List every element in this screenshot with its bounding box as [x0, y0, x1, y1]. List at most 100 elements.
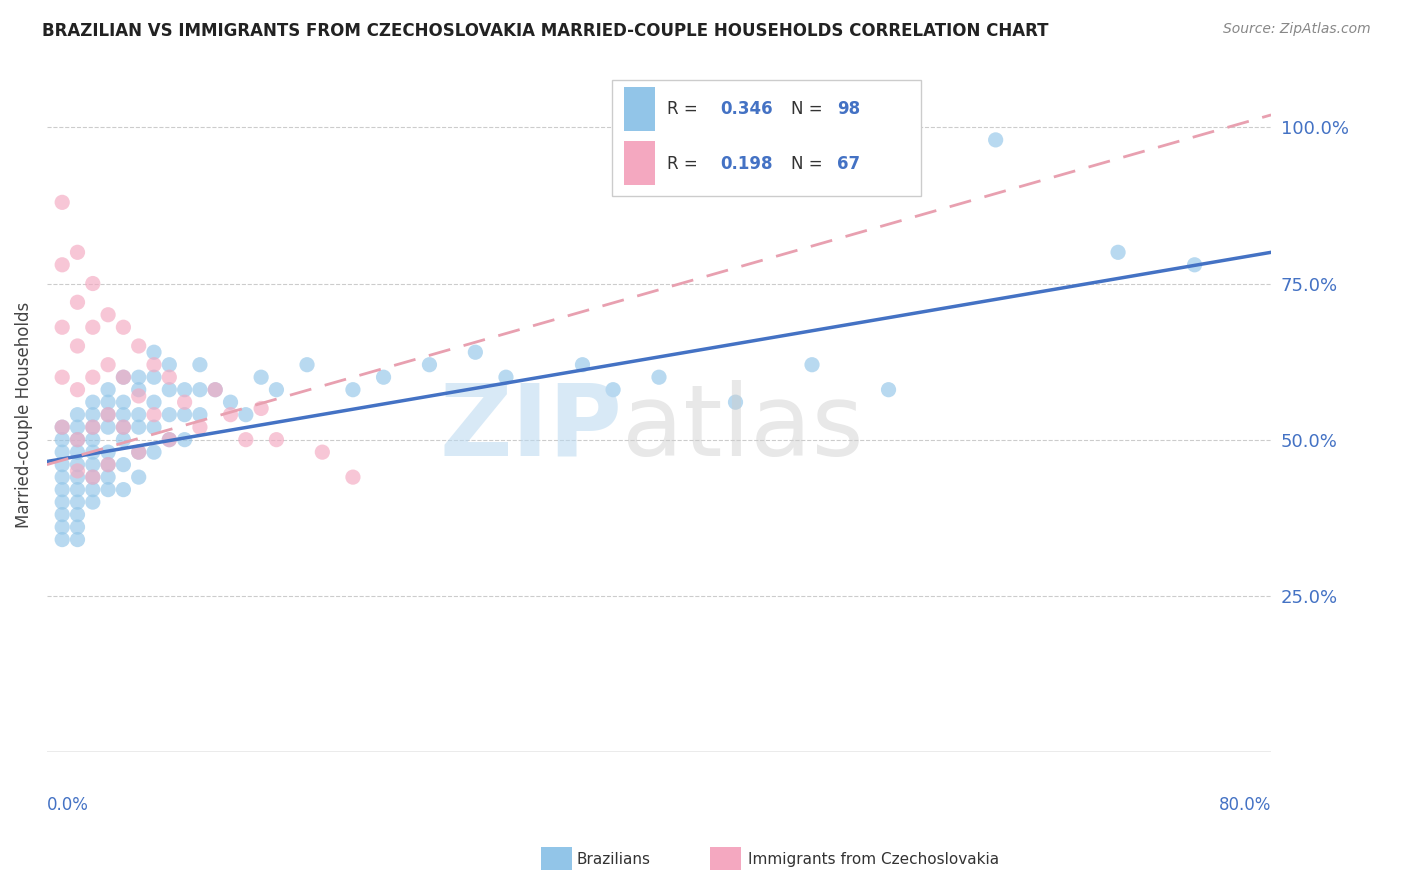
Text: Immigrants from Czechoslovakia: Immigrants from Czechoslovakia [748, 853, 1000, 867]
Point [157, 383, 180, 397]
Y-axis label: Married-couple Households: Married-couple Households [15, 301, 32, 528]
Point [173, 433, 195, 447]
Point [97, 420, 120, 434]
Point [128, 339, 150, 353]
Point [112, 370, 135, 384]
Point [602, 383, 624, 397]
Point [112, 320, 135, 334]
Bar [624, 87, 655, 131]
Point [571, 358, 593, 372]
Text: N =: N = [792, 155, 828, 173]
Point [373, 370, 395, 384]
Text: R =: R = [668, 100, 703, 119]
Point [97, 408, 120, 422]
Point [464, 345, 486, 359]
Point [128, 420, 150, 434]
Point [51, 445, 73, 459]
Point [51, 508, 73, 522]
Point [66, 295, 89, 310]
Point [235, 433, 257, 447]
Point [66, 339, 89, 353]
Point [112, 420, 135, 434]
Point [143, 395, 166, 409]
Point [51, 533, 73, 547]
Point [66, 470, 89, 484]
Point [342, 470, 364, 484]
Point [204, 383, 226, 397]
Point [418, 358, 440, 372]
Point [97, 408, 120, 422]
Point [66, 533, 89, 547]
Point [97, 458, 120, 472]
Point [66, 433, 89, 447]
Point [173, 395, 195, 409]
Point [82, 277, 104, 291]
Point [250, 370, 273, 384]
Point [66, 383, 89, 397]
Point [66, 495, 89, 509]
Point [51, 520, 73, 534]
Text: 67: 67 [838, 155, 860, 173]
Point [143, 420, 166, 434]
Point [204, 383, 226, 397]
Text: 0.346: 0.346 [720, 100, 772, 119]
Point [112, 433, 135, 447]
Point [128, 408, 150, 422]
Point [51, 483, 73, 497]
Point [97, 395, 120, 409]
Point [82, 445, 104, 459]
Point [143, 445, 166, 459]
Point [82, 395, 104, 409]
Point [97, 383, 120, 397]
Point [51, 458, 73, 472]
Point [66, 445, 89, 459]
Point [112, 458, 135, 472]
Point [295, 358, 318, 372]
Point [97, 308, 120, 322]
Point [97, 483, 120, 497]
Point [82, 483, 104, 497]
Point [128, 389, 150, 403]
Point [143, 408, 166, 422]
Text: Source: ZipAtlas.com: Source: ZipAtlas.com [1223, 22, 1371, 37]
Point [66, 483, 89, 497]
Point [266, 433, 288, 447]
Point [143, 345, 166, 359]
Point [128, 370, 150, 384]
Point [173, 408, 195, 422]
Point [219, 395, 242, 409]
Point [648, 370, 671, 384]
Point [112, 395, 135, 409]
Point [495, 370, 517, 384]
Point [188, 383, 211, 397]
Text: BRAZILIAN VS IMMIGRANTS FROM CZECHOSLOVAKIA MARRIED-COUPLE HOUSEHOLDS CORRELATIO: BRAZILIAN VS IMMIGRANTS FROM CZECHOSLOVA… [42, 22, 1049, 40]
Point [157, 370, 180, 384]
Point [266, 383, 288, 397]
Point [97, 470, 120, 484]
Point [188, 420, 211, 434]
Point [801, 358, 824, 372]
Point [724, 395, 747, 409]
Point [188, 358, 211, 372]
Point [82, 495, 104, 509]
Point [112, 408, 135, 422]
Point [143, 358, 166, 372]
Point [984, 133, 1007, 147]
Point [97, 458, 120, 472]
Text: N =: N = [792, 100, 828, 119]
Point [235, 408, 257, 422]
Point [82, 470, 104, 484]
Point [51, 433, 73, 447]
Text: Brazilians: Brazilians [576, 853, 651, 867]
Point [143, 370, 166, 384]
Point [66, 458, 89, 472]
Point [128, 383, 150, 397]
Point [51, 320, 73, 334]
Text: atlas: atlas [623, 380, 863, 476]
Point [66, 408, 89, 422]
Point [66, 464, 89, 478]
Point [82, 470, 104, 484]
Point [1107, 245, 1129, 260]
Point [51, 258, 73, 272]
Point [112, 483, 135, 497]
